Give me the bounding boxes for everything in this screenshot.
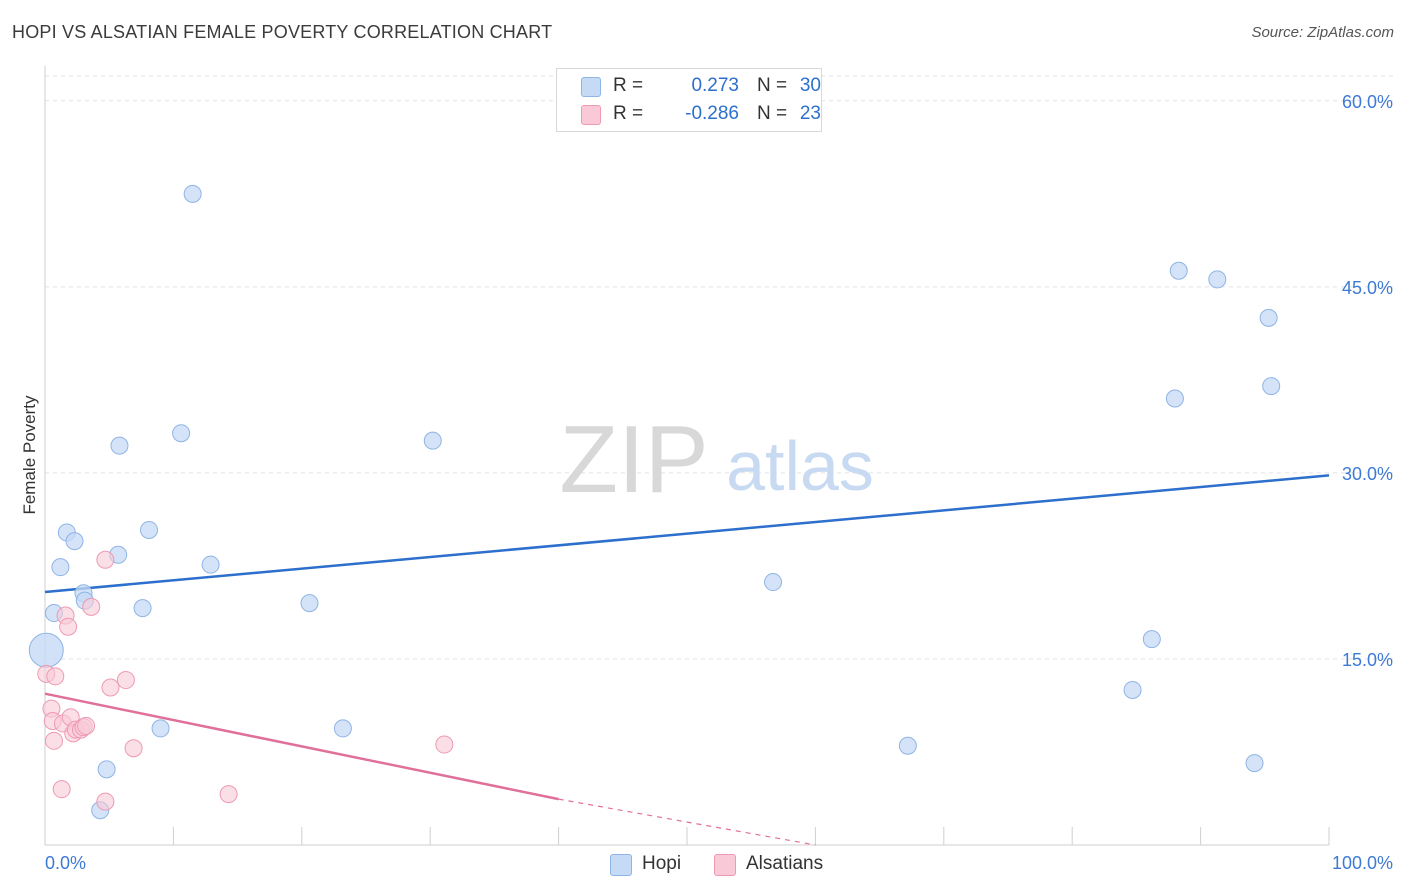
hopi-point [183,184,202,203]
stats-legend: R = 0.273 N = 30 R = -0.286 N = 23 [556,68,822,132]
alsatians-point [46,667,65,686]
y-tick-label: 30.0% [1342,464,1393,484]
hopi-point [1262,377,1281,396]
hopi-swatch [581,77,601,97]
alsatians-point [52,780,71,799]
hopi-trend-line [44,474,1330,594]
hopi-point [1142,630,1161,649]
hopi-point [140,520,159,539]
source-credit: Source: ZipAtlas.com [1251,24,1394,41]
hopi-point [1259,308,1278,327]
alsatians-point [96,792,115,811]
alsatians-point [82,597,101,616]
y-axis-label: Female Poverty [20,395,39,515]
x-tick-label: 100.0% [1332,853,1393,873]
tick-labels: 15.0% 30.0% 45.0% 60.0% 0.0% 100.0% [45,92,1393,873]
alsatians-point [124,739,143,758]
chart-title: HOPI VS ALSATIAN FEMALE POVERTY CORRELAT… [12,22,553,42]
hopi-point [1245,754,1264,773]
hopi-point [65,532,84,551]
hopi-point [201,555,220,574]
axes [44,66,1330,846]
hopi-point [151,719,170,738]
hopi-point [133,599,152,618]
r-value: -0.286 [685,103,739,124]
r-value: 0.273 [691,75,739,96]
hopi-swatch [610,854,632,876]
watermark-atlas: atlas [726,427,874,505]
n-label: N = [757,75,788,96]
alsatians-point [96,550,115,569]
r-label: R = [613,103,644,124]
hopi-point [97,760,116,779]
x-tick-label: 0.0% [45,853,86,873]
n-label: N = [757,103,788,124]
hopi-point [300,594,319,613]
hopi-point [28,632,64,668]
hopi-point [110,436,129,455]
alsatians-point [101,678,120,697]
y-tick-label: 45.0% [1342,278,1393,298]
alsatians-trend-line [44,692,559,801]
legend-label-alsatians: Alsatians [746,853,824,874]
alsatians-point [44,731,63,750]
r-label: R = [613,75,644,96]
n-value: 23 [799,103,821,124]
hopi-point [764,573,783,592]
y-tick-label: 15.0% [1342,650,1393,670]
legend-label-hopi: Hopi [642,853,682,874]
alsatians-point [116,671,135,690]
alsatians-swatch [581,105,601,125]
alsatians-point [435,735,454,754]
alsatians-point [59,617,78,636]
watermark: ZIP atlas [559,406,874,513]
alsatians-point [77,716,96,735]
hopi-point [1123,680,1142,699]
data-points [28,184,1281,820]
watermark-zip: ZIP [559,406,708,513]
hopi-point [172,424,191,443]
alsatians-point [219,785,238,804]
alsatians-trend-extension [558,798,816,846]
y-tick-label: 60.0% [1342,92,1393,112]
hopi-point [51,558,70,577]
alsatians-swatch [714,854,736,876]
hopi-point [898,736,917,755]
hopi-point [1169,261,1188,280]
hopi-point [1165,389,1184,408]
hopi-point [423,431,442,450]
hopi-point [333,719,352,738]
grid-lines [45,75,1394,660]
n-value: 30 [799,75,821,96]
trend-lines [44,474,1330,846]
hopi-point [1208,270,1227,289]
